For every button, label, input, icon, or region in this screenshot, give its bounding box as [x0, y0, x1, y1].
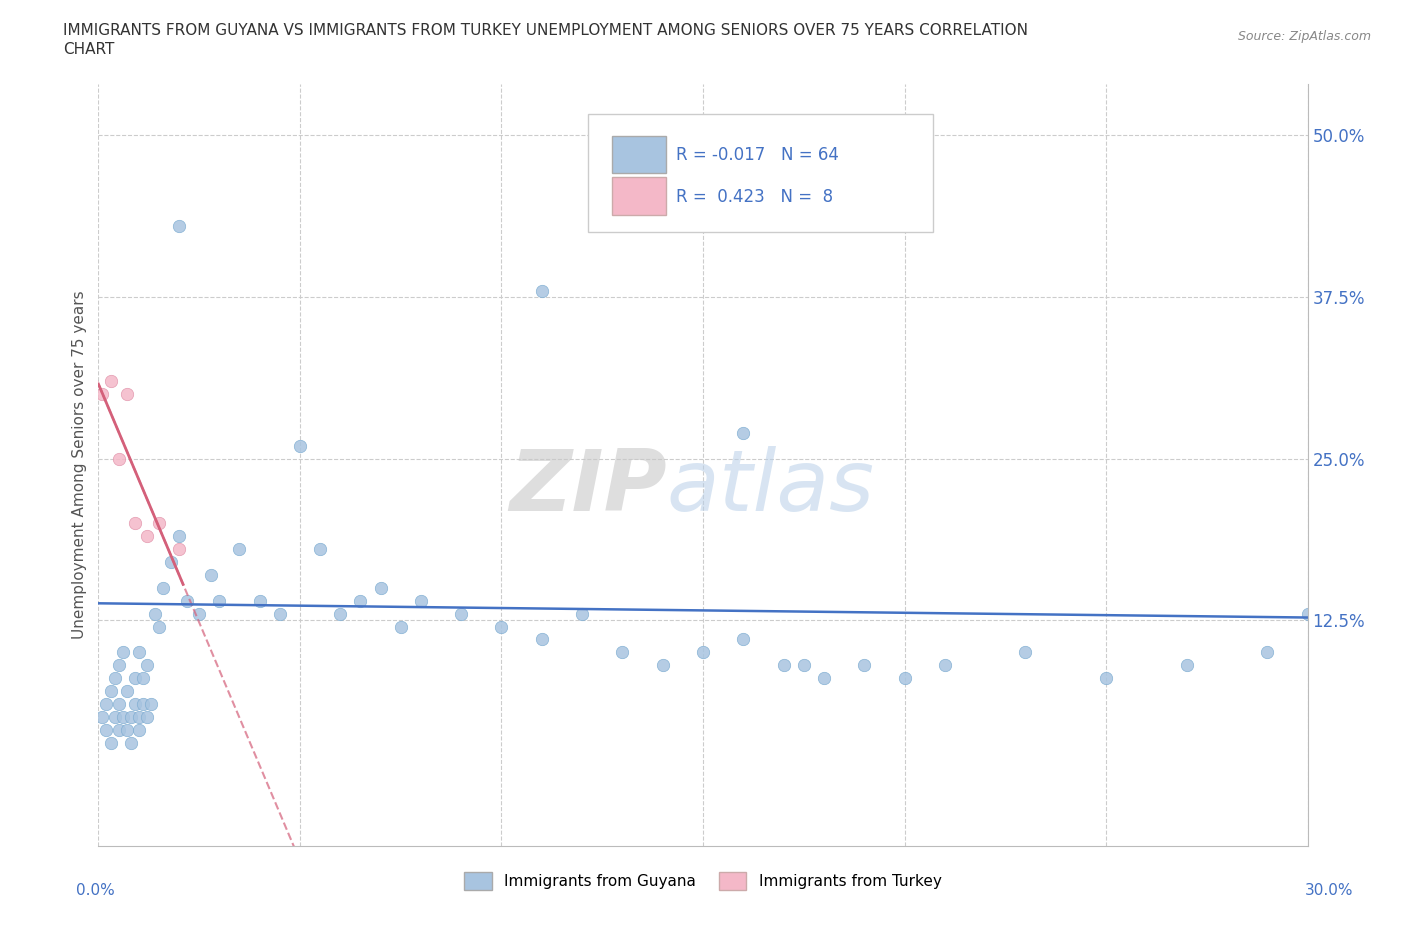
Point	[167, 219, 190, 233]
Text: IMMIGRANTS FROM GUYANA VS IMMIGRANTS FROM TURKEY UNEMPLOYMENT AMONG SENIORS OVER: IMMIGRANTS FROM GUYANA VS IMMIGRANTS FRO…	[63, 23, 1028, 38]
Point	[329, 606, 352, 621]
Point	[733, 632, 755, 647]
Point	[733, 425, 755, 440]
Point	[1014, 645, 1036, 660]
Text: atlas: atlas	[666, 446, 875, 529]
Point	[389, 619, 412, 634]
Point	[91, 387, 114, 402]
Point	[103, 671, 125, 685]
Point	[349, 593, 371, 608]
Point	[1256, 645, 1278, 660]
Point	[100, 374, 122, 389]
Point	[115, 723, 138, 737]
FancyBboxPatch shape	[588, 114, 932, 232]
Point	[188, 606, 211, 621]
Point	[1296, 606, 1319, 621]
Point	[96, 723, 118, 737]
Point	[200, 567, 222, 582]
Point	[612, 645, 634, 660]
Point	[128, 710, 150, 724]
Text: 0.0%: 0.0%	[76, 883, 115, 897]
Point	[491, 619, 513, 634]
Point	[152, 580, 174, 595]
Point	[148, 516, 170, 531]
Point	[853, 658, 876, 672]
Point	[107, 723, 129, 737]
Point	[100, 736, 122, 751]
Text: R =  0.423   N =  8: R = 0.423 N = 8	[676, 188, 834, 206]
Text: R = -0.017   N = 64: R = -0.017 N = 64	[676, 146, 839, 164]
Point	[124, 697, 146, 711]
Point	[128, 723, 150, 737]
FancyBboxPatch shape	[613, 178, 665, 215]
Point	[124, 671, 146, 685]
Point	[370, 580, 392, 595]
Point	[160, 554, 183, 569]
Point	[793, 658, 815, 672]
Point	[309, 541, 332, 556]
Point	[128, 645, 150, 660]
Point	[772, 658, 794, 672]
Point	[124, 516, 146, 531]
Text: ZIP: ZIP	[509, 446, 666, 529]
Point	[107, 451, 129, 466]
Point	[107, 658, 129, 672]
Point	[132, 671, 155, 685]
Point	[115, 387, 138, 402]
Point	[692, 645, 714, 660]
Text: CHART: CHART	[63, 42, 115, 57]
Point	[934, 658, 956, 672]
Point	[409, 593, 432, 608]
Point	[120, 736, 142, 751]
Point	[148, 619, 170, 634]
Point	[228, 541, 250, 556]
Point	[1095, 671, 1118, 685]
Point	[135, 528, 157, 543]
Point	[167, 528, 190, 543]
Point	[167, 541, 190, 556]
Point	[530, 632, 553, 647]
FancyBboxPatch shape	[613, 136, 665, 173]
Point	[139, 697, 162, 711]
Point	[530, 283, 553, 298]
Point	[208, 593, 231, 608]
Y-axis label: Unemployment Among Seniors over 75 years: Unemployment Among Seniors over 75 years	[72, 291, 87, 639]
Point	[571, 606, 593, 621]
Legend: Immigrants from Guyana, Immigrants from Turkey: Immigrants from Guyana, Immigrants from …	[458, 866, 948, 896]
Text: 30.0%: 30.0%	[1305, 883, 1353, 897]
Point	[100, 684, 122, 698]
Point	[450, 606, 472, 621]
Point	[135, 710, 157, 724]
Point	[176, 593, 198, 608]
Point	[269, 606, 291, 621]
Point	[111, 710, 134, 724]
Point	[1175, 658, 1198, 672]
Point	[111, 645, 134, 660]
Point	[107, 697, 129, 711]
Point	[893, 671, 915, 685]
Point	[288, 438, 311, 453]
Point	[115, 684, 138, 698]
Point	[143, 606, 166, 621]
Point	[651, 658, 673, 672]
Point	[103, 710, 125, 724]
Point	[249, 593, 271, 608]
Text: Source: ZipAtlas.com: Source: ZipAtlas.com	[1237, 30, 1371, 43]
Point	[132, 697, 155, 711]
Point	[135, 658, 157, 672]
Point	[120, 710, 142, 724]
Point	[91, 710, 114, 724]
Point	[813, 671, 835, 685]
Point	[96, 697, 118, 711]
